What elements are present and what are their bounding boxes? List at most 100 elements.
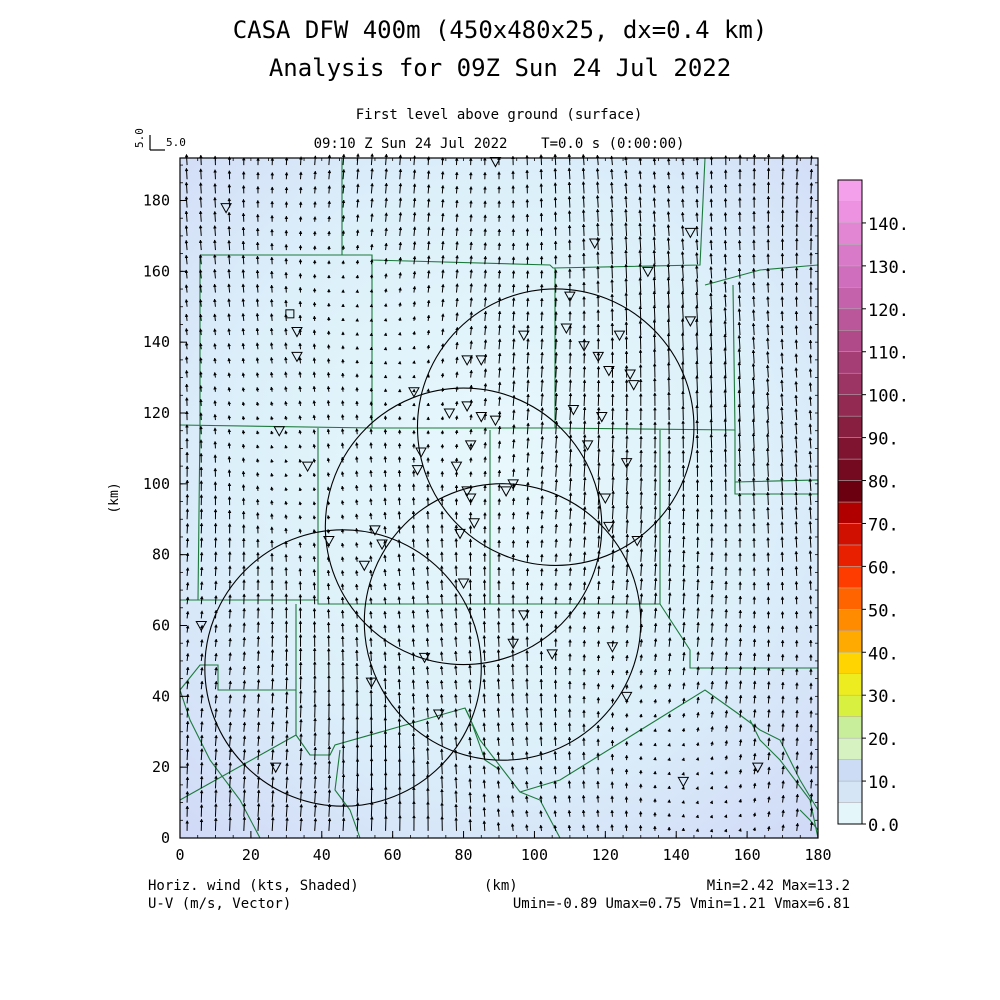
wind-vector <box>383 401 388 406</box>
wind-vector <box>369 374 374 378</box>
wind-vector <box>312 647 317 661</box>
wind-vector <box>497 579 501 591</box>
wind-vector <box>681 727 686 732</box>
x-axis: 0 20 40 60 80 100 120 140 160 180 <box>175 158 832 864</box>
wind-vector <box>411 759 416 775</box>
wind-vector <box>242 762 247 775</box>
wind-vector <box>752 638 757 647</box>
wind-vector <box>270 430 274 435</box>
wind-vector <box>284 299 288 307</box>
wind-vector <box>412 169 417 180</box>
wind-vector <box>497 539 501 548</box>
wind-vector <box>581 167 586 180</box>
wind-vector <box>738 182 742 194</box>
wind-vector <box>469 255 474 265</box>
wind-vector <box>185 479 190 491</box>
colorbar-label: 30. <box>868 687 899 707</box>
wind-vector <box>198 168 203 180</box>
wind-vector <box>354 556 359 562</box>
wind-vector <box>539 736 543 746</box>
wind-vector <box>751 447 756 463</box>
wind-vector <box>652 170 657 180</box>
wind-vector <box>781 695 785 704</box>
wind-vector <box>511 438 516 449</box>
wind-vector <box>539 692 544 704</box>
wind-vector <box>539 750 543 761</box>
wind-vector <box>780 296 785 307</box>
wind-vector <box>681 405 685 421</box>
wind-vector <box>582 476 587 491</box>
wind-vector <box>794 380 799 392</box>
wind-vector <box>582 581 587 591</box>
wind-vector <box>780 596 785 605</box>
wind-vector <box>496 593 501 605</box>
station-marker <box>464 440 477 451</box>
wind-vector <box>255 342 260 350</box>
wind-vector <box>568 352 573 364</box>
wind-vector <box>539 283 544 293</box>
wind-vector <box>709 478 714 491</box>
wind-vector <box>370 228 374 236</box>
wind-vector <box>497 469 502 477</box>
wind-vector <box>354 484 359 491</box>
wind-vector <box>369 624 373 633</box>
wind-vector <box>412 226 417 236</box>
wind-vector <box>696 564 700 576</box>
station-marker <box>595 412 608 423</box>
wind-vector <box>795 709 799 718</box>
wind-vector <box>242 665 247 676</box>
wind-vector <box>794 310 799 321</box>
wind-vector <box>355 274 360 279</box>
wind-vector <box>667 785 671 790</box>
wind-vector <box>241 212 246 222</box>
wind-vector <box>355 289 360 293</box>
wind-vector <box>468 620 472 633</box>
wind-vector <box>709 170 714 180</box>
wind-vector <box>809 251 813 265</box>
wind-vector <box>638 277 643 293</box>
wind-vector <box>397 415 402 421</box>
wind-vector <box>383 525 387 534</box>
wind-vector <box>255 511 260 520</box>
wind-vector <box>610 379 615 392</box>
wind-vector <box>781 780 785 789</box>
wind-vector <box>184 369 189 378</box>
wind-vector <box>298 186 303 194</box>
wind-vector <box>284 566 288 576</box>
wind-vector <box>567 824 572 831</box>
wind-vector <box>766 680 771 690</box>
wind-vector <box>242 748 247 761</box>
wind-vector <box>411 772 416 789</box>
wind-vector <box>455 268 459 279</box>
wind-vector <box>256 199 260 208</box>
wind-vector <box>710 636 715 647</box>
wind-vector <box>624 768 629 775</box>
wind-vector <box>454 484 459 491</box>
wind-vector <box>596 738 601 746</box>
wind-vector <box>341 702 345 718</box>
wind-vector <box>795 751 800 761</box>
wind-vector <box>780 667 785 676</box>
wind-vector <box>737 281 742 293</box>
wind-vector <box>440 802 444 817</box>
wind-vector <box>455 199 459 208</box>
wind-vector <box>425 537 430 548</box>
wind-vector <box>454 537 459 548</box>
wind-vector <box>553 283 558 293</box>
wind-vector <box>582 447 587 463</box>
wind-vector <box>540 450 545 463</box>
wind-vector <box>540 378 545 392</box>
wind-vector <box>766 267 770 279</box>
wind-vector <box>270 692 275 704</box>
wind-vector <box>709 279 713 293</box>
wind-vector <box>667 492 672 506</box>
wind-vector <box>511 635 515 647</box>
wind-vector <box>270 620 275 633</box>
wind-vector <box>341 372 345 378</box>
wind-vector <box>227 414 232 421</box>
wind-vector <box>284 514 288 520</box>
wind-vector <box>483 498 487 506</box>
wind-vector <box>653 798 657 803</box>
wind-vector <box>327 230 331 236</box>
wind-vector <box>526 365 530 378</box>
